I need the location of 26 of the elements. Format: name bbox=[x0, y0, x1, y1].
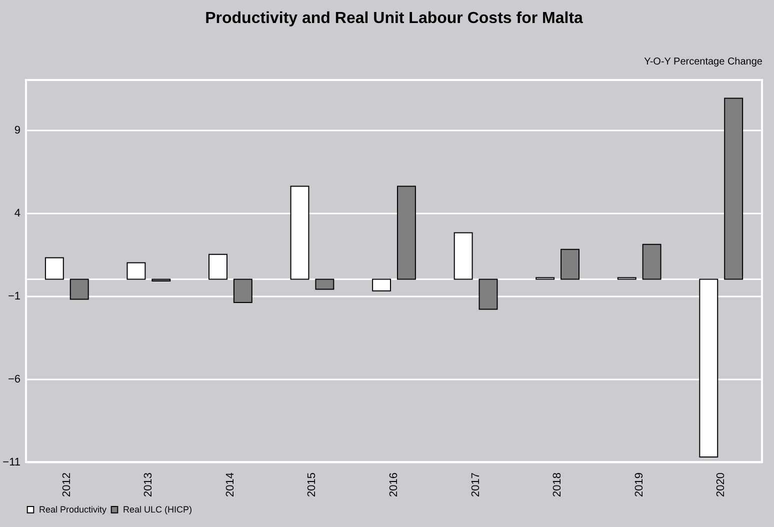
bar bbox=[315, 278, 334, 290]
chart-title: Productivity and Real Unit Labour Costs for Malta bbox=[205, 10, 584, 27]
x-tick-label: 2014 bbox=[224, 472, 236, 497]
x-tick-label: 2012 bbox=[60, 472, 73, 497]
y-tick-label: −6 bbox=[8, 373, 20, 386]
x-tick-label: 2019 bbox=[633, 472, 646, 497]
x-tick-label: 2015 bbox=[306, 472, 318, 497]
bar bbox=[724, 98, 744, 280]
x-tick-label: 2016 bbox=[388, 472, 400, 497]
x-tick-label: 2017 bbox=[470, 472, 482, 497]
bar bbox=[396, 186, 416, 280]
legend-label: Real ULC (HICP) bbox=[123, 504, 192, 515]
y-axis-title: Y-O-Y Percentage Change bbox=[644, 56, 763, 68]
x-tick-label: 2020 bbox=[715, 472, 728, 497]
legend-label: Real Productivity bbox=[39, 504, 108, 515]
bar bbox=[233, 278, 252, 304]
y-tick-label: 4 bbox=[14, 207, 20, 220]
bar bbox=[560, 248, 580, 280]
bar bbox=[478, 278, 498, 310]
x-tick-label: 2018 bbox=[552, 472, 564, 497]
bar bbox=[642, 244, 662, 280]
bar bbox=[70, 278, 89, 300]
y-tick-label: 9 bbox=[14, 124, 20, 136]
y-tick-label: −11 bbox=[2, 456, 20, 468]
y-tick-label: −1 bbox=[8, 290, 20, 302]
x-tick-label: 2013 bbox=[142, 472, 155, 497]
